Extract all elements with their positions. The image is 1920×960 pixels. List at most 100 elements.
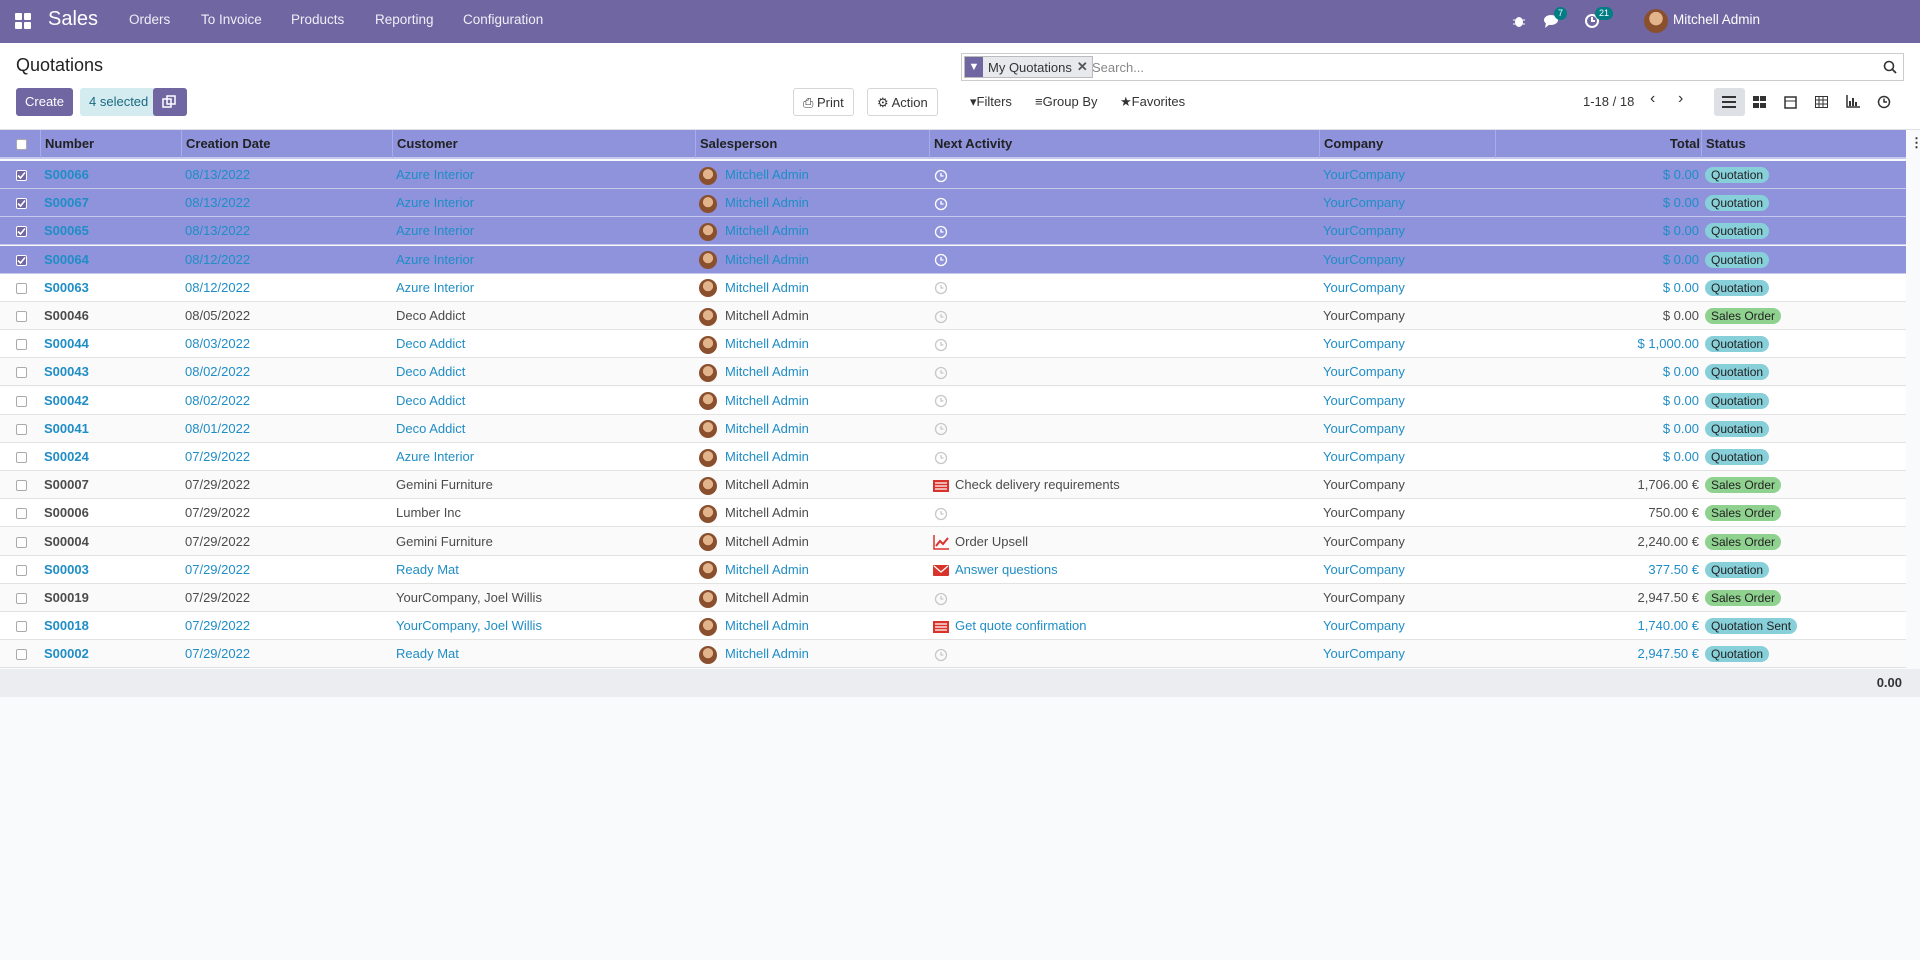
column-header[interactable]: Status (1701, 130, 1905, 158)
activity-icon[interactable] (933, 534, 949, 550)
user-avatar[interactable] (1644, 9, 1668, 33)
search-bar[interactable]: ▼ My Quotations ✕ Search... (961, 53, 1904, 81)
table-row[interactable]: S00042 08/02/2022 Deco Addict Mitchell Admi… (0, 386, 1906, 415)
activity-icon[interactable] (933, 309, 949, 325)
column-header[interactable]: Customer (392, 130, 694, 158)
row-checkbox[interactable] (16, 226, 27, 238)
app-name[interactable]: Sales (48, 8, 99, 30)
group-by-button[interactable]: ≡Group By (1035, 94, 1098, 109)
favorites-button[interactable]: ★Favorites (1120, 94, 1186, 109)
column-header[interactable]: Creation Date (181, 130, 391, 158)
cell-date: 07/29/2022 (185, 533, 251, 549)
activity-icon[interactable] (933, 421, 949, 437)
row-checkbox[interactable] (16, 508, 27, 520)
column-header[interactable]: Salesperson (695, 130, 928, 158)
column-header[interactable]: Next Activity (929, 130, 1318, 158)
user-name[interactable]: Mitchell Admin (1673, 12, 1761, 27)
calendar-view-button[interactable] (1784, 95, 1797, 109)
activity-icon[interactable] (933, 450, 949, 466)
table-row[interactable]: S00018 07/29/2022 YourCompany, Joel Willis… (0, 612, 1906, 641)
cell-company: YourCompany (1323, 251, 1405, 267)
row-checkbox[interactable] (16, 170, 27, 181)
row-checkbox[interactable] (16, 480, 27, 492)
column-header[interactable]: Total (1495, 130, 1700, 158)
activity-summary[interactable]: Check delivery requirements (955, 477, 1120, 493)
row-checkbox[interactable] (16, 536, 27, 548)
table-row[interactable]: S00003 07/29/2022 Ready Mat Mitchell Admin A… (0, 555, 1906, 584)
search-icon[interactable] (1883, 60, 1897, 74)
table-row[interactable]: S00024 07/29/2022 Azure Interior Mitchell A… (0, 443, 1906, 471)
search-input[interactable]: Search... (1092, 60, 1145, 75)
table-row[interactable]: S00067 08/13/2022 Azure Interior Mitchell A… (0, 189, 1906, 218)
column-options[interactable]: ⋮ (1910, 135, 1920, 150)
column-header[interactable]: Company (1319, 130, 1494, 158)
table-row[interactable]: S00064 08/12/2022 Azure Interior Mitchell A… (0, 245, 1906, 274)
activity-icon[interactable] (933, 647, 949, 663)
row-checkbox[interactable] (16, 649, 27, 661)
row-checkbox[interactable] (16, 452, 27, 463)
facet-remove[interactable]: ✕ (1076, 59, 1088, 74)
activity-view-button[interactable] (1877, 95, 1891, 109)
row-checkbox[interactable] (16, 564, 27, 576)
activity-icon[interactable] (933, 224, 949, 240)
select-all-button[interactable] (153, 88, 187, 116)
activity-icon[interactable] (933, 168, 949, 184)
select-all-checkbox[interactable] (16, 139, 27, 150)
activity-icon[interactable] (933, 196, 949, 212)
menu-item[interactable]: Orders (129, 12, 171, 27)
table-row[interactable]: S00006 07/29/2022 Lumber Inc Mitchell Admin… (0, 499, 1906, 528)
row-checkbox[interactable] (16, 593, 27, 604)
activity-icon[interactable] (933, 365, 949, 381)
table-row[interactable]: S00063 08/12/2022 Azure Interior Mitchell A… (0, 273, 1906, 302)
menu-item[interactable]: Configuration (463, 12, 544, 27)
table-row[interactable]: S00046 08/05/2022 Deco Addict Mitchell Admi… (0, 302, 1906, 330)
list-view-button[interactable] (1714, 88, 1745, 116)
activity-icon[interactable] (933, 337, 949, 353)
activity-icon[interactable] (933, 591, 949, 607)
activity-icon[interactable] (933, 619, 949, 635)
pager-next[interactable]: › (1678, 90, 1684, 107)
filters-button[interactable]: ▾Filters (970, 94, 1012, 109)
row-checkbox[interactable] (16, 339, 27, 351)
activity-summary[interactable]: Answer questions (955, 561, 1058, 577)
row-checkbox[interactable] (16, 395, 27, 407)
graph-view-button[interactable] (1846, 95, 1860, 108)
activity-icon[interactable] (933, 393, 949, 409)
table-row[interactable]: S00065 08/13/2022 Azure Interior Mitchell A… (0, 217, 1906, 246)
table-row[interactable]: S00044 08/03/2022 Deco Addict Mitchell Admi… (0, 330, 1906, 359)
kanban-view-button[interactable] (1753, 96, 1766, 108)
table-row[interactable]: S00002 07/29/2022 Ready Mat Mitchell Admin Y… (0, 640, 1906, 669)
create-button[interactable]: Create (16, 88, 74, 116)
app-menu-icon[interactable] (15, 13, 31, 29)
activity-summary[interactable]: Order Upsell (955, 533, 1028, 549)
row-checkbox[interactable] (16, 254, 27, 266)
activity-icon[interactable] (933, 506, 949, 522)
activity-icon[interactable] (933, 280, 949, 296)
row-checkbox[interactable] (16, 621, 27, 633)
menu-item[interactable]: Reporting (375, 12, 434, 27)
pivot-view-button[interactable] (1815, 96, 1828, 108)
menu-item[interactable]: Products (291, 12, 345, 27)
activities-icon[interactable] (1584, 13, 1600, 29)
menu-item[interactable]: To Invoice (201, 12, 262, 27)
activity-icon[interactable] (933, 478, 949, 494)
table-row[interactable]: S00066 08/13/2022 Azure Interior Mitchell A… (0, 161, 1906, 189)
row-checkbox[interactable] (16, 282, 27, 294)
table-row[interactable]: S00041 08/01/2022 Deco Addict Mitchell Admi… (0, 414, 1906, 443)
activity-icon[interactable] (933, 562, 949, 578)
pager-previous[interactable]: ‹ (1650, 90, 1656, 107)
table-row[interactable]: S00043 08/02/2022 Deco Addict Mitchell Admi… (0, 358, 1906, 387)
row-checkbox[interactable] (16, 311, 27, 322)
action-button[interactable]: ⚙ Action (867, 88, 938, 116)
debug-icon[interactable] (1512, 14, 1526, 28)
column-header[interactable]: Number (40, 130, 180, 158)
table-row[interactable]: S00004 07/29/2022 Gemini Furniture Mitchell… (0, 527, 1906, 556)
row-checkbox[interactable] (16, 423, 27, 435)
row-checkbox[interactable] (16, 367, 27, 379)
row-checkbox[interactable] (16, 198, 27, 210)
activity-icon[interactable] (933, 252, 949, 268)
print-button[interactable]: ⎙ Print (793, 88, 854, 116)
table-row[interactable]: S00019 07/29/2022 YourCompany, Joel Willis… (0, 584, 1906, 612)
activity-summary[interactable]: Get quote confirmation (955, 618, 1087, 634)
table-row[interactable]: S00007 07/29/2022 Gemini Furniture Mitchell… (0, 471, 1906, 500)
